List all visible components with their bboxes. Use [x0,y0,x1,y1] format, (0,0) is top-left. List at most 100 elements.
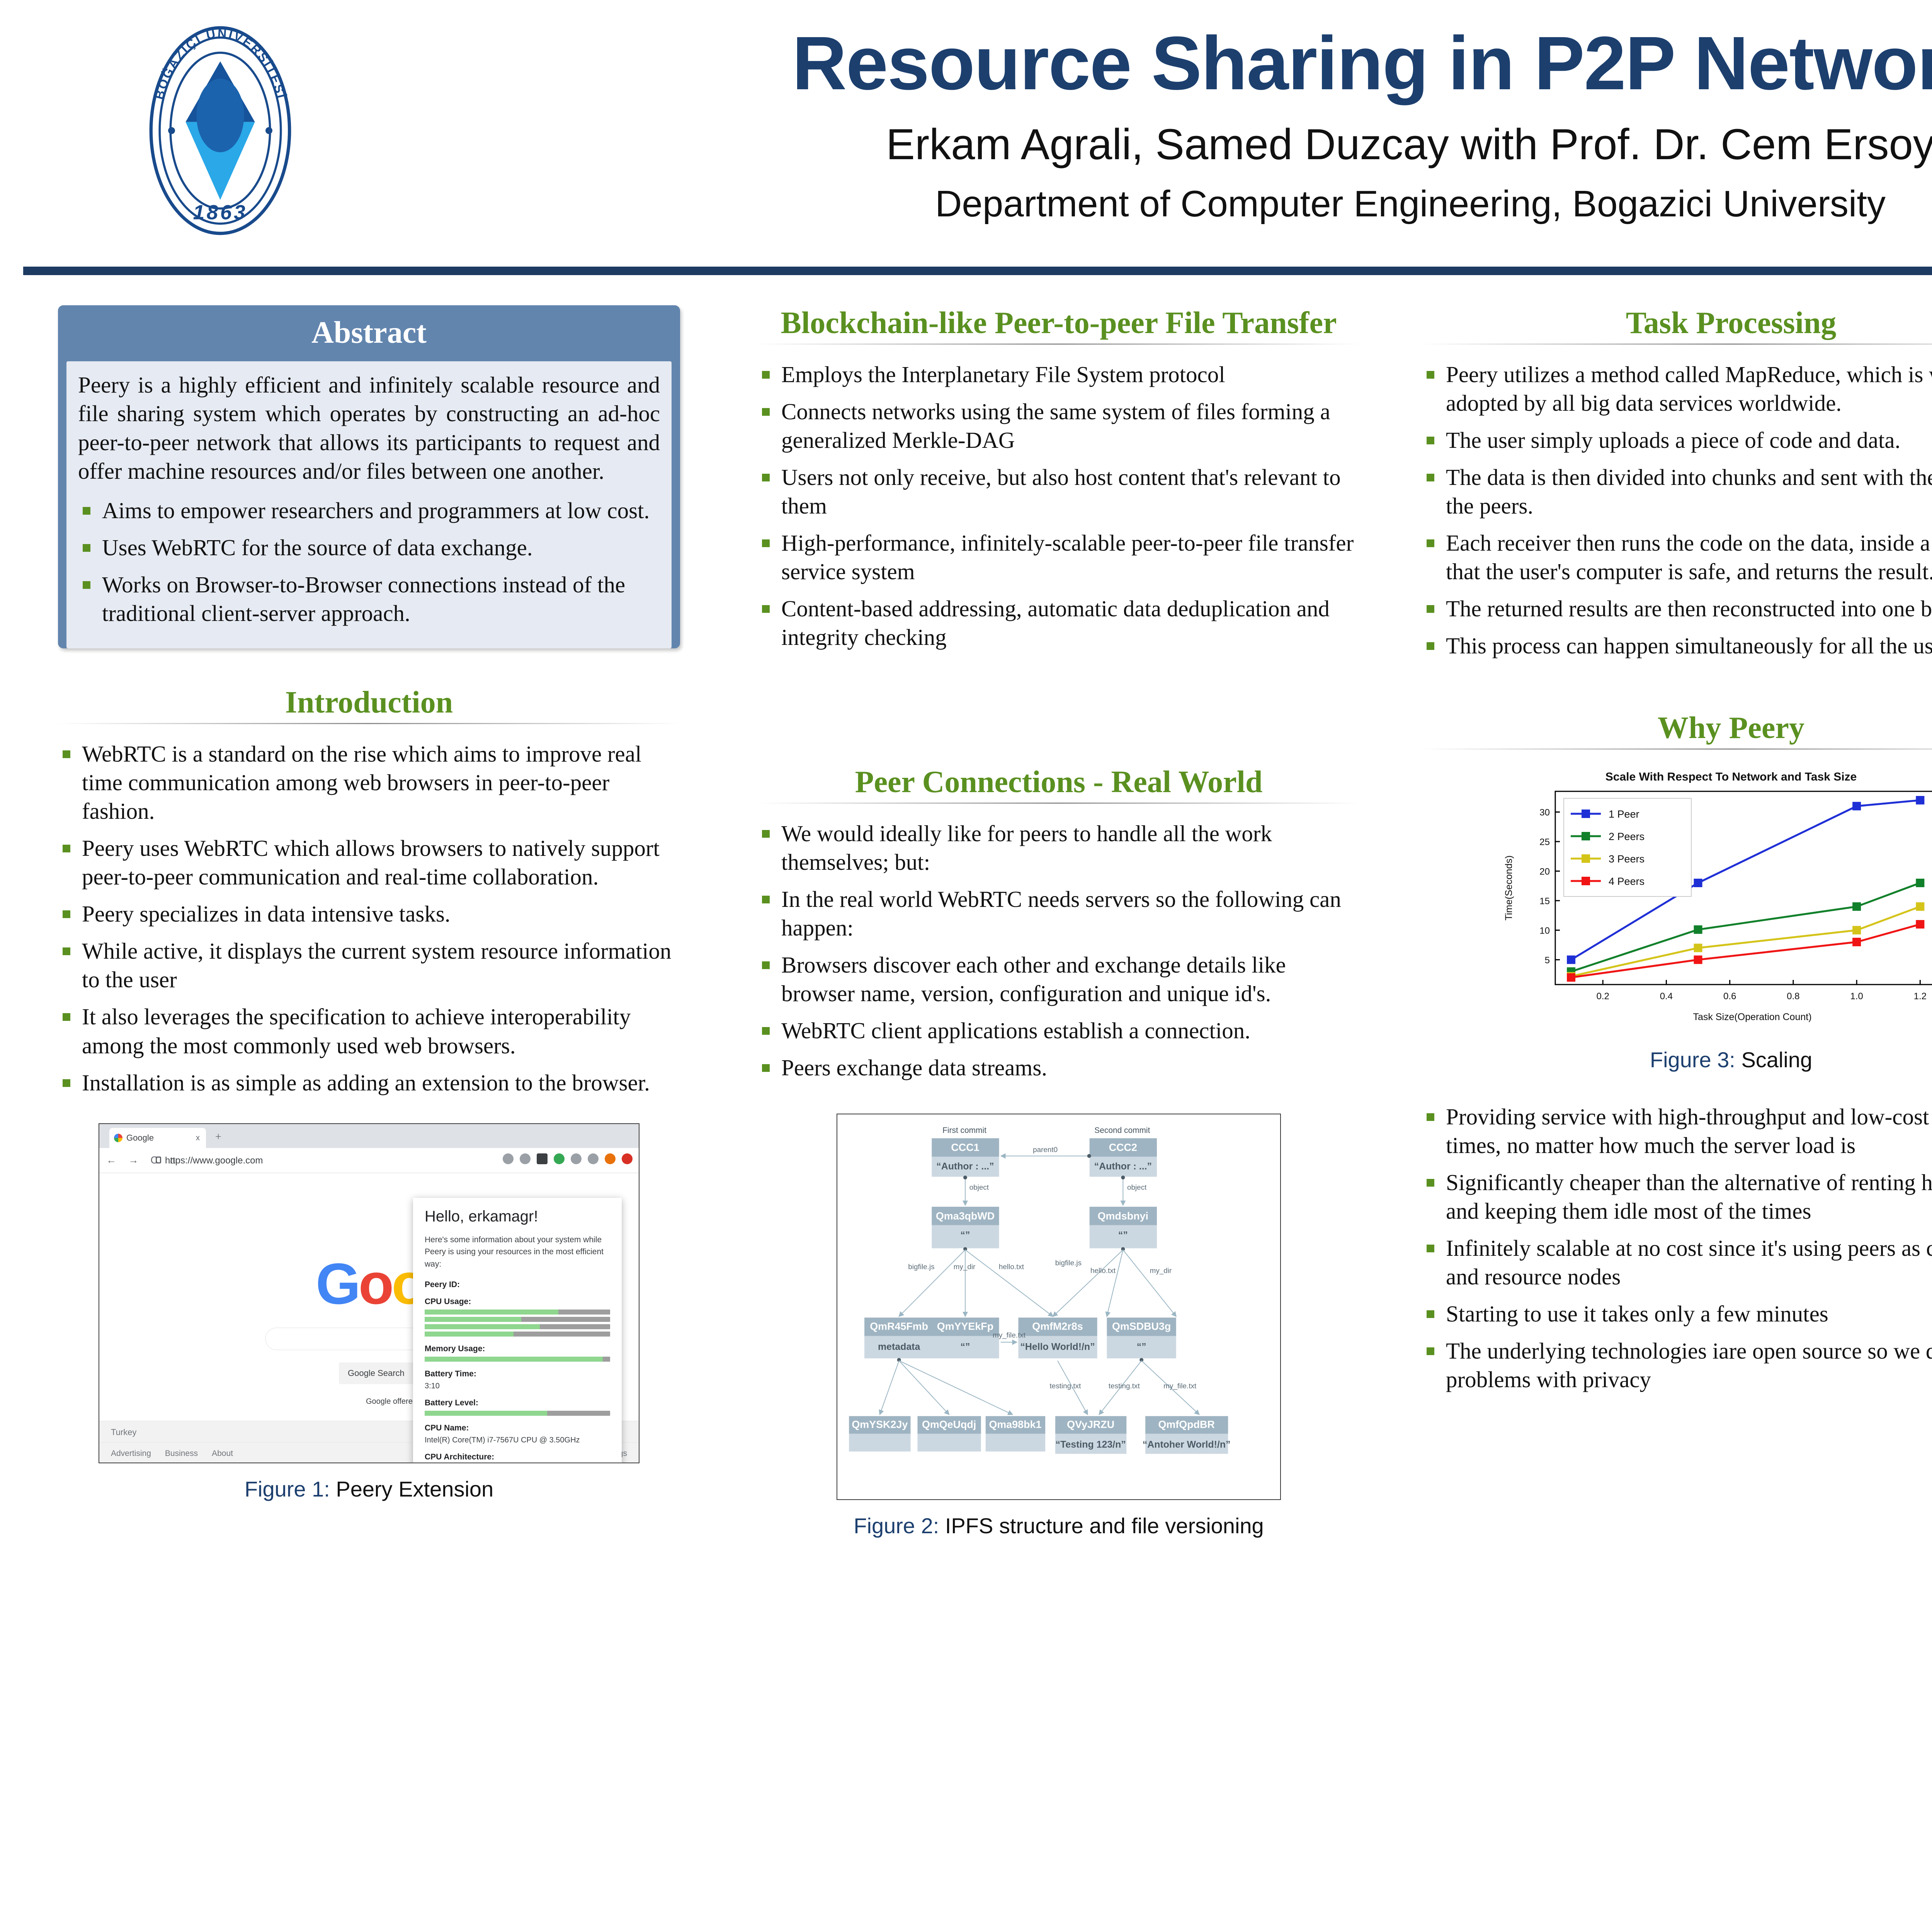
poster-header: 1863 BOĞAZİÇİ ÜNİVERSİTESİ Resource Shar… [0,0,1932,267]
cpu-usage-bar [425,1332,610,1337]
navigation-icons[interactable]: ← → C ⌂ [106,1154,181,1166]
list-item: Peers exchange data streams. [757,1053,1360,1082]
abstract-title: Abstract [311,316,427,350]
list-item: Installation is as simple as adding an e… [58,1068,680,1097]
svg-text:Qmdsbnyi: Qmdsbnyi [1098,1210,1148,1222]
footer-left-links[interactable]: Advertising Business About [111,1449,233,1458]
google-search-button[interactable]: Google Search [339,1362,413,1384]
introduction-bullets: WebRTC is a standard on the rise which a… [58,740,680,1097]
field-label: CPU Usage: [425,1297,471,1306]
svg-text:1.0: 1.0 [1850,991,1863,1002]
svg-text:30: 30 [1539,807,1550,818]
svg-text:1.2: 1.2 [1914,991,1927,1002]
svg-text:object: object [1127,1184,1147,1192]
list-item: In the real world WebRTC needs servers s… [757,885,1360,942]
field-label: CPU Architecture: [425,1452,495,1462]
list-item: Peery utilizes a method called MapReduce… [1422,360,1932,417]
popup-intro: Here's some information about your syste… [425,1235,604,1269]
browser-page: Google Google Search I'm Feeling Lucky G… [99,1173,639,1463]
figure-number: Figure 2: [854,1514,939,1538]
list-item: Peery uses WebRTC which allows browsers … [58,834,680,891]
svg-text:“Testing 123/n”: “Testing 123/n” [1056,1439,1126,1450]
svg-text:Scale With Respect To Network: Scale With Respect To Network and Task S… [1605,770,1857,783]
menu-icon[interactable] [622,1153,633,1164]
first-commit-label: First commit [942,1126,986,1135]
section-divider [1422,343,1932,345]
close-icon[interactable]: x [196,1133,200,1142]
field-label: Memory Usage: [425,1344,485,1354]
extension-icon[interactable] [554,1153,565,1164]
new-tab-button[interactable]: + [215,1131,221,1143]
poster-department: Department of Computer Engineering, Boga… [935,183,1886,224]
figure-3-chart: .ct{font-family:"Liberation Sans",sans-s… [1482,765,1932,1043]
peery-extension-icon[interactable] [537,1153,548,1164]
svg-text:0.4: 0.4 [1660,991,1673,1002]
svg-text:testing.txt: testing.txt [1049,1382,1081,1390]
university-logo-icon: 1863 BOĞAZİÇİ ÜNİVERSİTESİ [112,22,328,239]
list-item: Works on Browser-to-Browser connections … [78,570,660,628]
svg-text:my_file.txt: my_file.txt [1163,1382,1197,1390]
svg-text:“”: “” [961,1230,970,1241]
svg-text:3 Peers: 3 Peers [1609,853,1645,865]
list-item: Browsers discover each other and exchang… [757,951,1360,1008]
list-item: Uses WebRTC for the source of data excha… [78,533,660,562]
list-item: Connects networks using the same system … [757,397,1360,454]
svg-text:0.6: 0.6 [1723,991,1736,1002]
browser-tab[interactable]: Google x [109,1128,206,1148]
svg-text:1863: 1863 [193,201,248,224]
svg-text:bigfile.js: bigfile.js [908,1263,934,1271]
camera-icon[interactable] [571,1153,582,1164]
list-item: The returned results are then reconstruc… [1422,594,1932,623]
second-commit-label: Second commit [1094,1126,1150,1135]
shield-icon[interactable] [588,1153,599,1164]
browser-tab-title: Google [126,1133,154,1143]
figure-2-caption: Figure 2: IPFS structure and file versio… [757,1513,1360,1538]
svg-text:QmfM2r8s: QmfM2r8s [1032,1321,1083,1332]
abstract-paragraph: Peery is a highly efficient and infinite… [78,372,660,484]
footer-link[interactable]: Business [165,1449,198,1458]
figure-number: Figure 3: [1650,1047,1735,1072]
svg-text:my_file.txt: my_file.txt [993,1332,1026,1340]
svg-text:Qma3qbWD: Qma3qbWD [936,1210,995,1222]
browser-url-bar: ← → C ⌂ https://www.google.com [99,1148,639,1173]
avatar[interactable] [605,1153,616,1164]
svg-text:Task Size(Operation Count): Task Size(Operation Count) [1693,1012,1811,1022]
list-item: WebRTC client applications establish a c… [757,1016,1360,1045]
svg-text:bigfile.js: bigfile.js [1055,1259,1082,1267]
blockchain-bullets: Employs the Interplanetary File System p… [757,360,1360,651]
address-input[interactable]: https://www.google.com [165,1155,263,1166]
list-item: Each receiver then runs the code on the … [1422,529,1932,586]
svg-text:15: 15 [1539,896,1550,906]
figure-1-caption: Figure 1: Peery Extension [58,1476,680,1502]
figure-3-caption: Figure 3: Scaling [1422,1047,1932,1072]
field-value: 3:10 [425,1382,440,1391]
figure-number: Figure 1: [244,1476,330,1501]
abstract-body: Peery is a highly efficient and infinite… [66,361,672,649]
figure-caption-text: Scaling [1741,1047,1813,1072]
svg-text:parent0: parent0 [1033,1146,1058,1154]
list-item: Starting to use it takes only a few minu… [1422,1299,1932,1328]
list-item: High-performance, infinitely-scalable pe… [757,529,1360,586]
abstract-bullets: Aims to empower researchers and programm… [78,496,660,628]
svg-text:QmfQpdBR: QmfQpdBR [1158,1419,1215,1430]
list-item: We would ideally like for peers to handl… [757,819,1360,876]
extension-icons[interactable] [503,1153,633,1164]
svg-text:QmYSK2Jy: QmYSK2Jy [852,1419,908,1430]
svg-text:“Author : ...”: “Author : ...” [936,1161,994,1172]
why-peery-bullets: Providing service with high-throughput a… [1422,1102,1932,1394]
lock-icon [156,1156,161,1163]
column-2: Blockchain-like Peer-to-peer File Transf… [757,305,1360,1538]
list-item: Content-based addressing, automatic data… [757,594,1360,651]
svg-text:hello.txt: hello.txt [999,1263,1024,1271]
svg-text:hello.txt: hello.txt [1090,1267,1116,1275]
list-item: Users not only receive, but also host co… [757,463,1360,520]
footer-link[interactable]: Advertising [111,1449,151,1458]
svg-text:my_dir: my_dir [1150,1267,1172,1275]
list-item: Aims to empower researchers and programm… [78,496,660,525]
extension-icon[interactable] [520,1153,531,1164]
list-item: The underlying technologies iare open so… [1422,1337,1932,1394]
star-icon[interactable] [503,1153,514,1164]
footer-link[interactable]: About [212,1449,233,1458]
svg-text:“”: “” [1137,1342,1146,1352]
svg-text:25: 25 [1539,837,1550,847]
